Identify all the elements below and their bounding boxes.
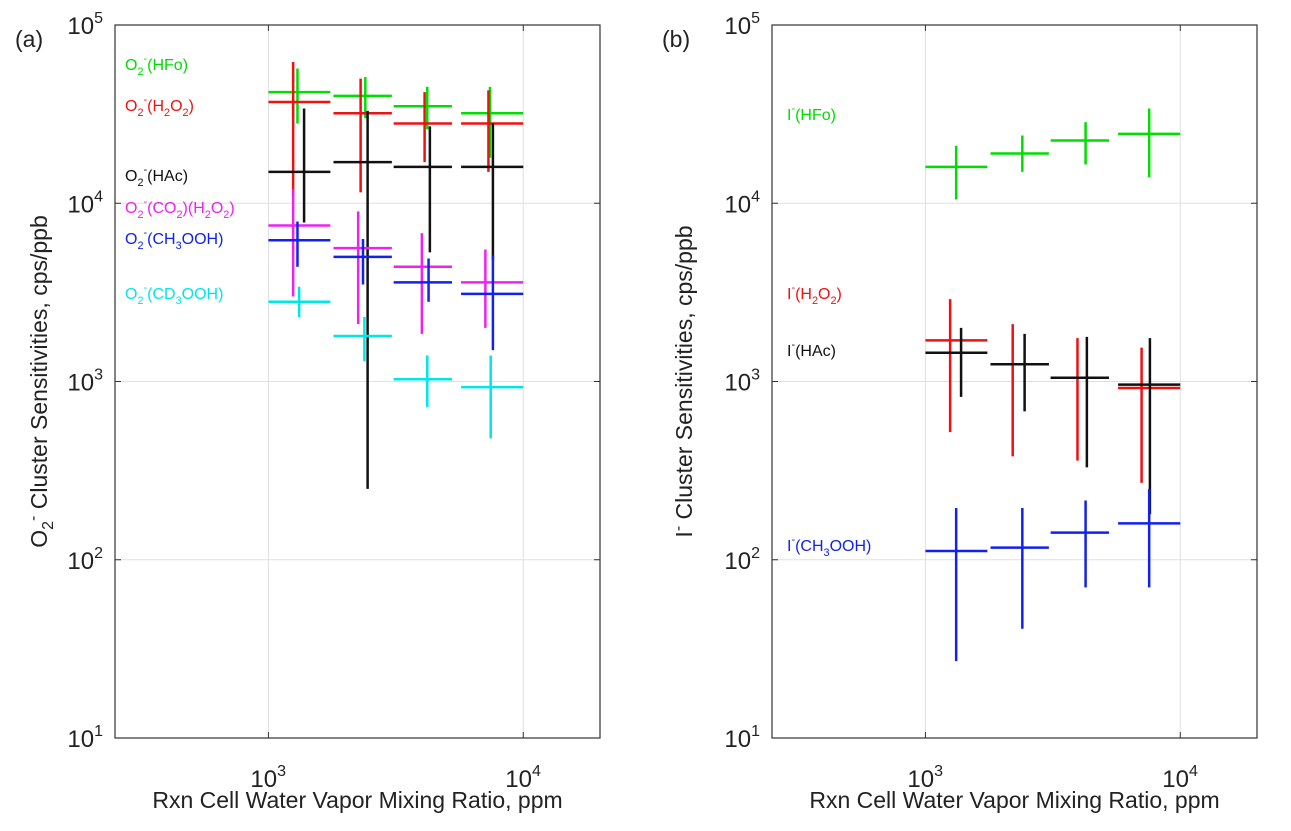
y-axis-label: I- Cluster Sensitivities, cps/ppb: [670, 225, 697, 537]
y-tick-label: 105: [67, 10, 103, 40]
data-point: [359, 111, 363, 115]
series: [925, 327, 1181, 515]
series: [268, 221, 524, 351]
y-tick-label: 102: [67, 545, 103, 575]
data-point: [959, 351, 963, 355]
series-label: I-(HFo): [787, 103, 836, 124]
x-axis-label: Rxn Cell Water Vapor Mixing Ratio, ppm: [809, 787, 1219, 813]
series: [268, 62, 524, 196]
panel-a: 103 104 101 102 103 104 105 Rxn Cell Water Vapo…: [15, 10, 601, 813]
series: [925, 299, 1181, 483]
series: [268, 189, 524, 334]
series: [268, 286, 524, 439]
data-point: [291, 224, 295, 228]
data-point: [1084, 531, 1088, 535]
x-tick-label: 104: [1162, 763, 1198, 793]
series: [268, 108, 524, 489]
data-point: [291, 100, 295, 104]
data-point: [361, 255, 365, 259]
y-axis-label: O2- Cluster Sensitivities, cps/ppb: [25, 215, 57, 548]
data-point: [491, 292, 495, 296]
y-tick-label: 104: [724, 188, 760, 218]
series: [268, 68, 524, 158]
data-point: [363, 94, 367, 98]
series: [925, 488, 1181, 662]
y-tick-label: 102: [724, 545, 760, 575]
data-point: [297, 300, 301, 304]
panel-label: (b): [662, 26, 690, 52]
data-point: [302, 170, 306, 174]
data-point: [489, 385, 493, 389]
data-point: [425, 377, 429, 381]
y-tick-label: 105: [724, 10, 760, 40]
series: [925, 108, 1181, 200]
data-point: [483, 280, 487, 284]
panel-label: (a): [15, 26, 43, 52]
data-point: [954, 549, 958, 553]
data-point: [1020, 546, 1024, 550]
y-tick-label: 101: [724, 723, 760, 753]
data-point: [1148, 383, 1152, 387]
data-point: [295, 238, 299, 242]
x-axis-label: Rxn Cell Water Vapor Mixing Ratio, ppm: [152, 787, 562, 813]
y-tick-label: 103: [724, 367, 760, 397]
y-tick-label: 103: [67, 367, 103, 397]
x-tick-label: 104: [505, 763, 541, 793]
series-label: I-(CH3OOH): [787, 534, 871, 559]
series-label: O2-(CH3OOH): [125, 227, 223, 252]
data-point: [420, 265, 424, 269]
data-point: [954, 165, 958, 169]
data-point: [1020, 152, 1024, 156]
data-point: [427, 280, 431, 284]
data-point: [425, 104, 429, 108]
data-point: [356, 246, 360, 250]
series-label: I-(HAc): [787, 339, 836, 360]
series-label: I-(H2O2): [787, 282, 842, 307]
series-label: O2-(HAc): [125, 164, 188, 189]
data-point: [1084, 138, 1088, 142]
y-tick-label: 101: [67, 723, 103, 753]
series-label: O2-(CD3OOH): [125, 282, 223, 307]
x-tick-label: 103: [907, 763, 943, 793]
data-point: [1140, 386, 1144, 390]
series-label: O2-(CO2)(H2O2): [125, 196, 235, 221]
series-label: O2-(H2O2): [125, 94, 194, 119]
data-point: [423, 122, 427, 126]
x-tick-label: 103: [250, 763, 286, 793]
data-point: [295, 90, 299, 94]
data-point: [491, 165, 495, 169]
y-tick-label: 104: [67, 188, 103, 218]
data-point: [362, 334, 366, 338]
data-point: [1147, 132, 1151, 136]
data-point: [486, 122, 490, 126]
data-point: [1023, 362, 1027, 366]
series-label: O2-(HFo): [125, 53, 188, 78]
data-point: [428, 165, 432, 169]
data-point: [948, 338, 952, 342]
panel-b: 103 104 101 102 103 104 105 Rxn Cell Water Vapo…: [662, 10, 1258, 813]
data-point: [1085, 376, 1089, 380]
data-point: [1147, 521, 1151, 525]
data-point: [366, 160, 370, 164]
